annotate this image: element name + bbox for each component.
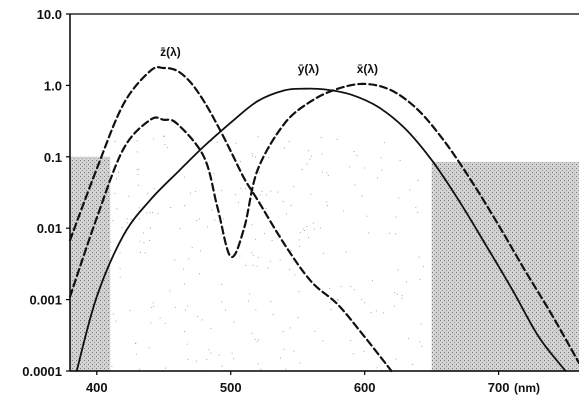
series-y-bar-label: ȳ(λ) — [298, 62, 319, 76]
stipple-speckles — [110, 135, 424, 372]
x-tick-label: 500 — [220, 380, 242, 395]
series-layer — [68, 66, 579, 373]
y-tick-label: 0.1 — [44, 150, 62, 165]
x-tick-label: 700 — [488, 380, 510, 395]
series-y-bar-line — [75, 87, 567, 372]
series-labels: z̄(λ) ȳ(λ) x̄(λ) — [160, 45, 378, 76]
x-axis-unit-label: (nm) — [514, 381, 540, 395]
series-z-bar-line — [68, 66, 393, 373]
axes — [69, 13, 579, 372]
ticks: 10.0 1.0 0.1 0.01 0.001 0.0001 400 500 600 700 — [22, 7, 509, 395]
left-shaded-band — [70, 156, 111, 371]
y-tick-label: 0.001 — [29, 293, 62, 308]
series-z-bar-label: z̄(λ) — [160, 45, 181, 59]
shading-layer — [70, 135, 579, 372]
x-tick-label: 600 — [354, 380, 376, 395]
y-tick-label: 1.0 — [44, 78, 62, 93]
x-tick-label: 400 — [86, 380, 108, 395]
y-tick-label: 0.01 — [37, 221, 62, 236]
series-x-bar-label: x̄(λ) — [357, 62, 378, 76]
series-x-bar-line — [68, 82, 579, 364]
y-tick-label: 10.0 — [37, 7, 62, 22]
y-tick-label: 0.0001 — [22, 364, 62, 379]
